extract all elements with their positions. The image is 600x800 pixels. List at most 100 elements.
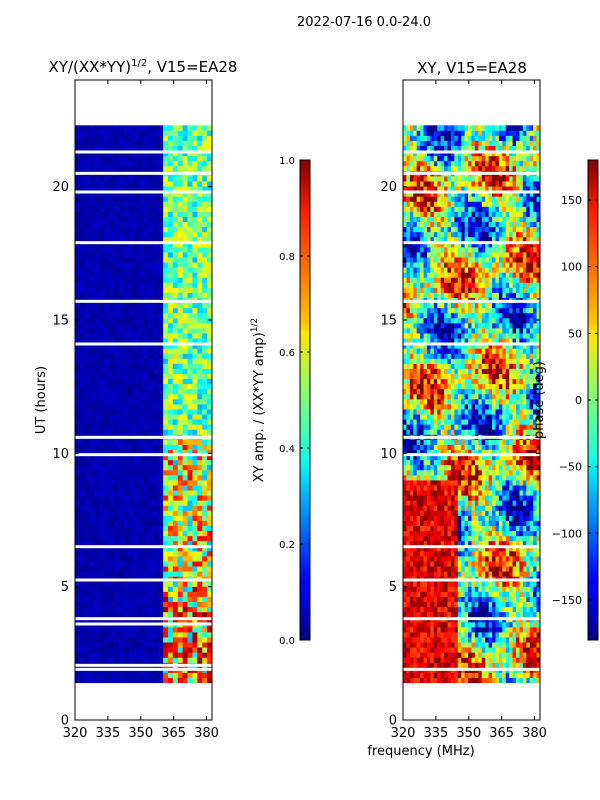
- heatmap-cell: [89, 515, 95, 521]
- heatmap-cell: [526, 657, 531, 663]
- heatmap-cell: [119, 510, 125, 516]
- heatmap-cell: [109, 474, 115, 481]
- heatmap-cell: [426, 449, 431, 456]
- heatmap-cell: [433, 642, 438, 648]
- heatmap-cell: [529, 606, 534, 613]
- heatmap-cell: [420, 449, 424, 456]
- heatmap-cell: [182, 348, 188, 354]
- heatmap-cell: [114, 145, 120, 152]
- heatmap-cell: [104, 566, 110, 572]
- heatmap-cell: [536, 642, 541, 648]
- heatmap-cell: [148, 277, 154, 283]
- heatmap-cell: [485, 469, 490, 476]
- heatmap-cell: [167, 439, 174, 445]
- heatmap-cell: [192, 566, 198, 572]
- heatmap-cell: [172, 211, 179, 217]
- heatmap-cell: [468, 657, 472, 663]
- heatmap-cell: [143, 262, 149, 268]
- heatmap-cell: [522, 469, 527, 476]
- heatmap-cell: [192, 632, 198, 638]
- heatmap-cell: [172, 368, 179, 374]
- heatmap-cell: [177, 388, 184, 395]
- heatmap-cell: [416, 510, 421, 516]
- heatmap-cell: [192, 333, 198, 339]
- heatmap-cell: [420, 556, 424, 562]
- heatmap-cell: [182, 155, 188, 162]
- heatmap-cell: [495, 525, 500, 532]
- heatmap-cell: [495, 505, 500, 511]
- heatmap-cell: [148, 262, 154, 268]
- heatmap-cell: [94, 490, 100, 496]
- heatmap-cell: [177, 535, 184, 542]
- heatmap-cell: [104, 176, 110, 182]
- heatmap-cell: [158, 414, 164, 420]
- heatmap-cell: [114, 550, 120, 557]
- heatmap-cell: [104, 490, 110, 496]
- heatmap-cell: [84, 231, 91, 238]
- heatmap-cell: [207, 647, 213, 653]
- heatmap-cell: [158, 282, 164, 288]
- heatmap-cell: [495, 586, 500, 592]
- heatmap-cell: [99, 378, 105, 385]
- heatmap-cell: [526, 449, 531, 456]
- heatmap-cell: [182, 322, 188, 329]
- heatmap-cell: [526, 520, 531, 526]
- heatmap-cell: [143, 424, 149, 430]
- heatmap-cell: [119, 282, 125, 288]
- heatmap-cell: [202, 135, 208, 141]
- heatmap-cell: [202, 231, 208, 238]
- heatmap-cell: [128, 181, 135, 187]
- heatmap-cell: [413, 515, 418, 521]
- heatmap-cell: [177, 566, 184, 572]
- heatmap-cell: [519, 606, 524, 613]
- heatmap-cell: [488, 591, 493, 597]
- heatmap-cell: [123, 363, 130, 369]
- heatmap-cell: [450, 459, 455, 466]
- heatmap-cell: [536, 561, 541, 567]
- heatmap-cell: [99, 601, 105, 608]
- heatmap-cell: [498, 591, 503, 597]
- heatmap-cell: [192, 328, 198, 334]
- heatmap-cell: [192, 165, 198, 172]
- heatmap-cell: [158, 252, 164, 258]
- heatmap-cell: [167, 632, 174, 638]
- heatmap-cell: [114, 556, 120, 562]
- heatmap-cell: [526, 480, 531, 486]
- heatmap-cell: [153, 500, 159, 506]
- heatmap-cell: [403, 672, 407, 678]
- heatmap-cell: [457, 586, 462, 592]
- heatmap-cell: [119, 246, 125, 253]
- heatmap-cell: [75, 262, 81, 268]
- heatmap-cell: [187, 358, 193, 364]
- heatmap-cell: [481, 510, 486, 516]
- heatmap-cell: [478, 596, 483, 602]
- heatmap-cell: [197, 358, 203, 364]
- heatmap-cell: [167, 429, 174, 435]
- heatmap-cell: [444, 535, 448, 542]
- heatmap-cell: [123, 282, 130, 288]
- heatmap-cell: [104, 378, 110, 385]
- heatmap-cell: [426, 550, 431, 557]
- heatmap-cell: [104, 642, 110, 648]
- heatmap-cell: [143, 571, 149, 577]
- amplitude-panel-title: XY/(XX*YY)1/2, V15=EA28: [49, 58, 238, 76]
- heatmap-cell: [109, 135, 115, 141]
- heatmap-cell: [522, 621, 527, 628]
- heatmap-cell: [461, 500, 466, 506]
- heatmap-cell: [182, 211, 188, 217]
- heatmap-cell: [197, 373, 203, 380]
- heatmap-cell: [163, 130, 169, 136]
- heatmap-cell: [79, 181, 86, 187]
- heatmap-cell: [498, 556, 503, 562]
- heatmap-cell: [437, 642, 442, 648]
- heatmap-cell: [104, 611, 110, 618]
- heatmap-cell: [143, 130, 149, 136]
- heatmap-cell: [167, 535, 174, 542]
- heatmap-cell: [148, 328, 154, 334]
- heatmap-cell: [197, 404, 203, 410]
- heatmap-cell: [148, 231, 154, 238]
- heatmap-cell: [187, 409, 193, 415]
- heatmap-cell: [123, 338, 130, 344]
- heatmap-cell: [420, 454, 424, 461]
- heatmap-cell: [457, 642, 462, 648]
